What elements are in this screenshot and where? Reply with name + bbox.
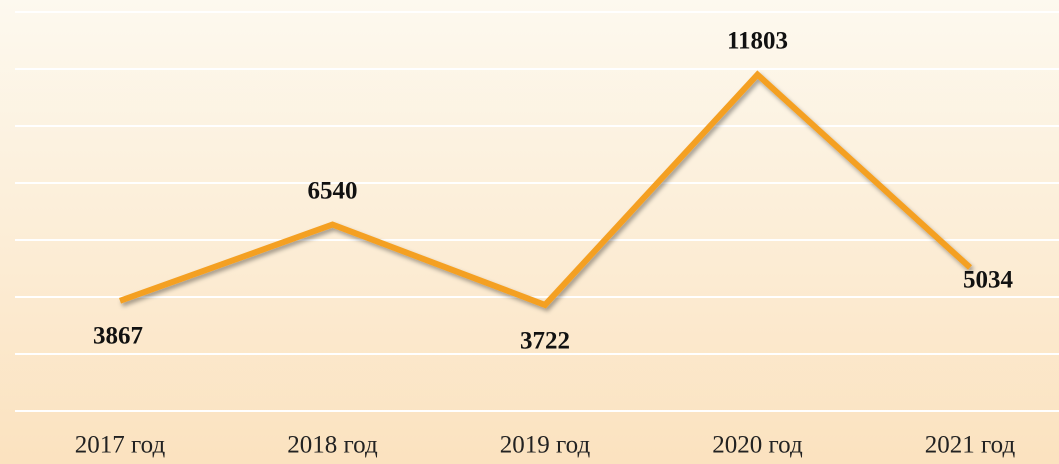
data-label: 6540 (308, 177, 358, 204)
x-tick-label: 2017 год (75, 432, 166, 459)
line (118, 70, 973, 309)
x-tick-label: 2019 год (500, 432, 591, 459)
x-tick-label: 2020 год (712, 432, 803, 459)
x-tick-label: 2021 год (925, 432, 1016, 459)
data-label: 3722 (520, 328, 570, 355)
data-label: 3867 (93, 323, 143, 350)
data-label: 11803 (727, 27, 788, 54)
data-label: 5034 (963, 266, 1014, 293)
x-tick-label: 2018 год (287, 432, 378, 459)
